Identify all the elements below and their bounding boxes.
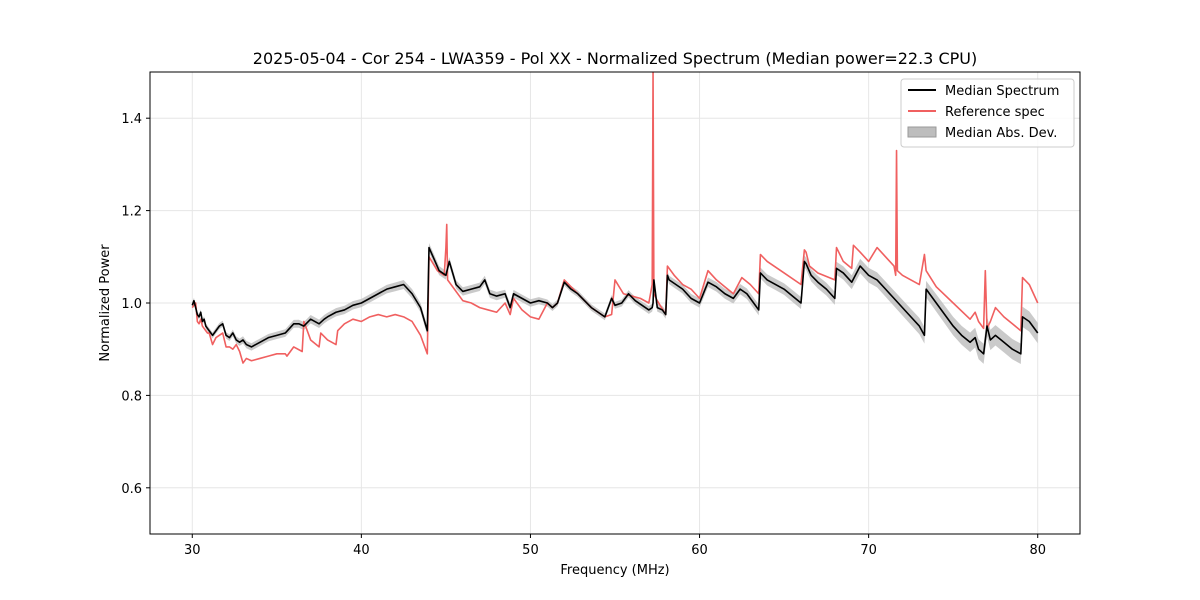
median-spectrum-line	[191, 246, 1039, 355]
legend-swatch-mad	[907, 126, 937, 138]
x-tick-label: 80	[1029, 543, 1046, 558]
x-tick-label: 60	[691, 543, 708, 558]
mad-band	[192, 242, 1038, 364]
x-tick-label: 30	[184, 543, 201, 558]
y-axis-label: Normalized Power	[98, 244, 113, 362]
legend: Median Spectrum Reference spec Median Ab…	[900, 78, 1075, 148]
x-tick-label: 50	[522, 543, 539, 558]
x-axis-ticks: 30 40 50 60 70 80	[184, 534, 1046, 558]
y-tick-label: 0.8	[121, 389, 142, 404]
legend-label-reference: Reference spec	[945, 105, 1045, 120]
y-tick-label: 1.4	[121, 112, 142, 127]
x-tick-label: 70	[860, 543, 877, 558]
y-axis-ticks: 0.6 0.8 1.0 1.2 1.4	[121, 112, 150, 497]
legend-label-mad: Median Abs. Dev.	[945, 126, 1057, 141]
series-layer	[191, 72, 1039, 364]
y-tick-label: 1.0	[121, 297, 142, 312]
y-tick-label: 1.2	[121, 205, 142, 220]
x-tick-label: 40	[353, 543, 370, 558]
legend-box	[900, 78, 1075, 148]
legend-label-median: Median Spectrum	[945, 84, 1059, 99]
chart-title: 2025-05-04 - Cor 254 - LWA359 - Pol XX -…	[253, 49, 977, 68]
x-axis-label: Frequency (MHz)	[560, 563, 669, 578]
mad-band-layer	[192, 242, 1038, 364]
reference-spectrum-line	[191, 72, 1039, 364]
y-tick-label: 0.6	[121, 482, 142, 497]
